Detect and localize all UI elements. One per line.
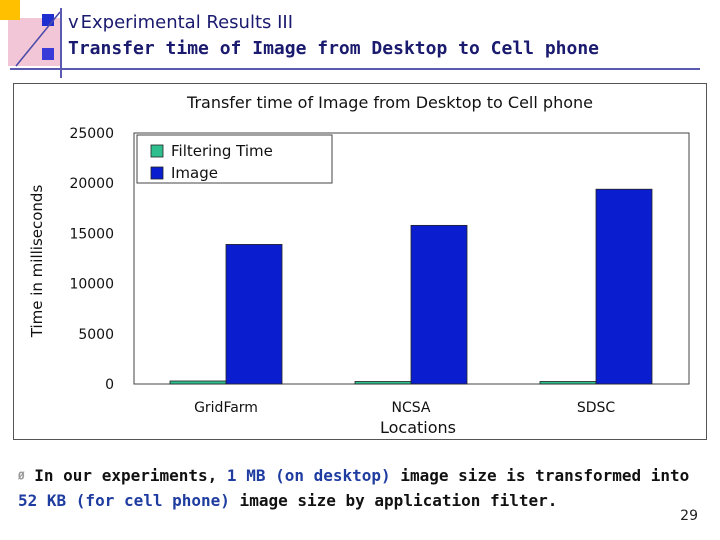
body-highlight-cellphone: 52 KB (for cell phone) (18, 490, 230, 510)
legend-label-0: Filtering Time (171, 142, 273, 160)
y-axis-label: Time in milliseconds (28, 185, 46, 339)
y-tick-label-3: 15000 (69, 226, 114, 242)
chart-title: Transfer time of Image from Desktop to C… (186, 93, 593, 112)
decor-blue-square-bottom (42, 48, 54, 60)
slide-heading: v Experimental Results III (68, 12, 293, 33)
decor-yellow-square (0, 0, 20, 20)
arrow-bullet-icon: Ø (18, 469, 25, 483)
body-part5: image size by application filter. (229, 490, 558, 510)
bar-chart: Transfer time of Image from Desktop to C… (28, 93, 690, 437)
y-tick-label-1: 5000 (78, 327, 114, 343)
decor-vertical-line (60, 8, 62, 78)
decor-horizontal-line (10, 68, 700, 70)
legend-box (136, 134, 333, 184)
decor-diagonal (15, 11, 61, 67)
legend-swatch-1 (150, 166, 164, 180)
x-axis-label: Locations (380, 418, 456, 437)
body-part1: In our experiments, (34, 466, 227, 485)
body-highlight-desktop: 1 MB (on desktop) (226, 466, 391, 485)
body-paragraph: Ø In our experiments, 1 MB (on desktop) … (18, 464, 698, 513)
page-number: 29 (680, 508, 698, 524)
bar-image-sdsc (595, 188, 653, 385)
bar-filtering-time-sdsc (539, 381, 597, 385)
x-tick-label-0: GridFarm (194, 400, 258, 416)
y-tick-label-5: 25000 (69, 126, 114, 142)
chart-frame: Transfer time of Image from Desktop to C… (13, 83, 707, 440)
body-part3: image size is transformed into (390, 466, 690, 485)
heading-bullet: v (68, 12, 79, 33)
y-tick-label-0: 0 (105, 377, 114, 393)
bar-filtering-time-gridfarm (169, 380, 227, 385)
legend-swatch-0 (150, 144, 164, 158)
y-tick-label-4: 20000 (69, 176, 114, 192)
bar-image-gridfarm (225, 244, 283, 385)
bar-image-ncsa (410, 224, 468, 385)
y-tick-label-2: 10000 (69, 277, 114, 293)
legend-label-1: Image (171, 164, 218, 182)
x-tick-label-1: NCSA (392, 400, 431, 416)
x-tick-label-2: SDSC (577, 400, 616, 416)
plot-area: 0 5000 10000 15000 20000 25000 GridFarm NCSA SDS… (69, 126, 690, 416)
slide-subheading: Transfer time of Image from Desktop to C… (68, 38, 600, 59)
heading-text: Experimental Results III (80, 12, 294, 33)
bar-filtering-time-ncsa (354, 381, 412, 385)
